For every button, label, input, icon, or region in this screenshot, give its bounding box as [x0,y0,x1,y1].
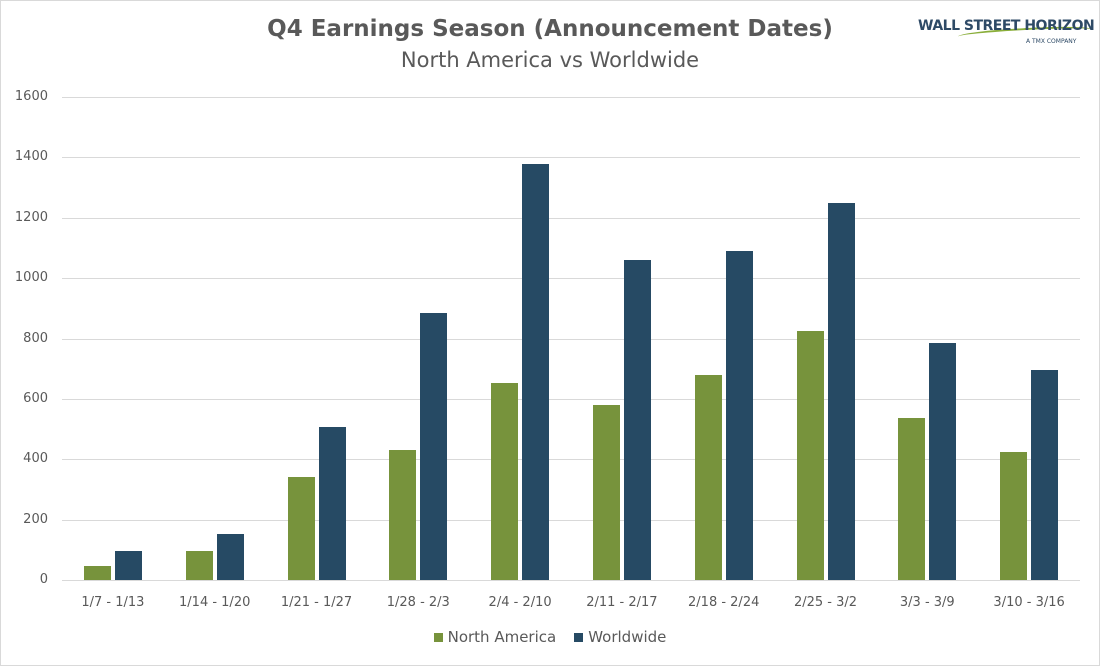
x-tick-label: 2/11 - 2/17 [586,595,658,610]
bar-worldwide [522,164,550,580]
bar-worldwide [929,343,957,580]
chart-title: Q4 Earnings Season (Announcement Dates) [267,16,833,42]
x-tick-label: 3/10 - 3/16 [993,595,1065,610]
bar-worldwide [623,260,651,580]
gridline [62,338,1080,340]
bar-worldwide [318,426,346,580]
y-tick-label: 1400 [14,149,48,165]
x-tick-label: 2/18 - 2/24 [688,595,760,610]
gridline [62,459,1080,461]
bar-worldwide [725,250,753,580]
x-tick-label: 2/25 - 3/2 [793,595,858,610]
x-tick-label: 1/14 - 1/20 [179,595,251,610]
bar-north-america [185,551,213,580]
x-tick-label: 1/28 - 2/3 [386,595,450,610]
legend-label: Worldwide [588,628,667,646]
y-tick-label: 600 [23,390,48,406]
bar-worldwide [420,313,448,580]
legend-swatch-worldwide-icon [574,632,584,642]
bar-worldwide [1031,370,1059,580]
legend-item-north-america: North America [433,628,557,646]
x-tick-label: 3/3 - 3/9 [899,595,955,610]
bar-north-america [287,477,315,580]
bar-north-america [83,566,111,580]
y-tick-label: 1600 [14,89,48,104]
bar-north-america [694,375,722,580]
x-tick-label: 1/7 - 1/13 [81,595,145,610]
y-tick-label: 1200 [14,209,48,225]
bar-north-america [592,404,620,580]
y-tick-label: 800 [23,330,48,346]
y-tick-label: 1000 [14,270,48,286]
y-tick-label: 0 [39,572,48,587]
gridline [62,398,1080,400]
bar-north-america [898,418,926,580]
x-tick-label: 1/21 - 1/27 [280,595,353,610]
legend-label: North America [447,628,557,646]
y-tick-label: 200 [23,511,48,527]
x-tick-label: 2/4 - 2/10 [488,595,552,610]
bar-north-america [491,383,519,580]
gridline [62,278,1080,280]
gridline [62,580,1080,581]
legend: North America Worldwide [0,628,1100,646]
gridline [62,157,1080,159]
bar-worldwide [216,534,244,580]
legend-swatch-north-america-icon [433,632,443,642]
bar-worldwide [114,551,142,580]
wall-street-horizon-logo: WALL STREET HORIZON A TMX COMPANY [918,18,1095,58]
legend-item-worldwide: Worldwide [574,628,666,646]
bar-north-america [796,331,824,580]
gridline [62,519,1080,521]
chart-subtitle: North America vs Worldwide [400,48,700,72]
y-tick-label: 400 [23,451,48,467]
bar-north-america [1000,452,1028,580]
bar-north-america [389,450,417,580]
plot-area [62,97,1080,581]
logo-tagline: A TMX COMPANY [1026,38,1077,45]
gridline [62,217,1080,219]
logo-name: WALL STREET HORIZON [918,18,1095,34]
gridline [62,97,1080,98]
bar-worldwide [827,203,855,580]
